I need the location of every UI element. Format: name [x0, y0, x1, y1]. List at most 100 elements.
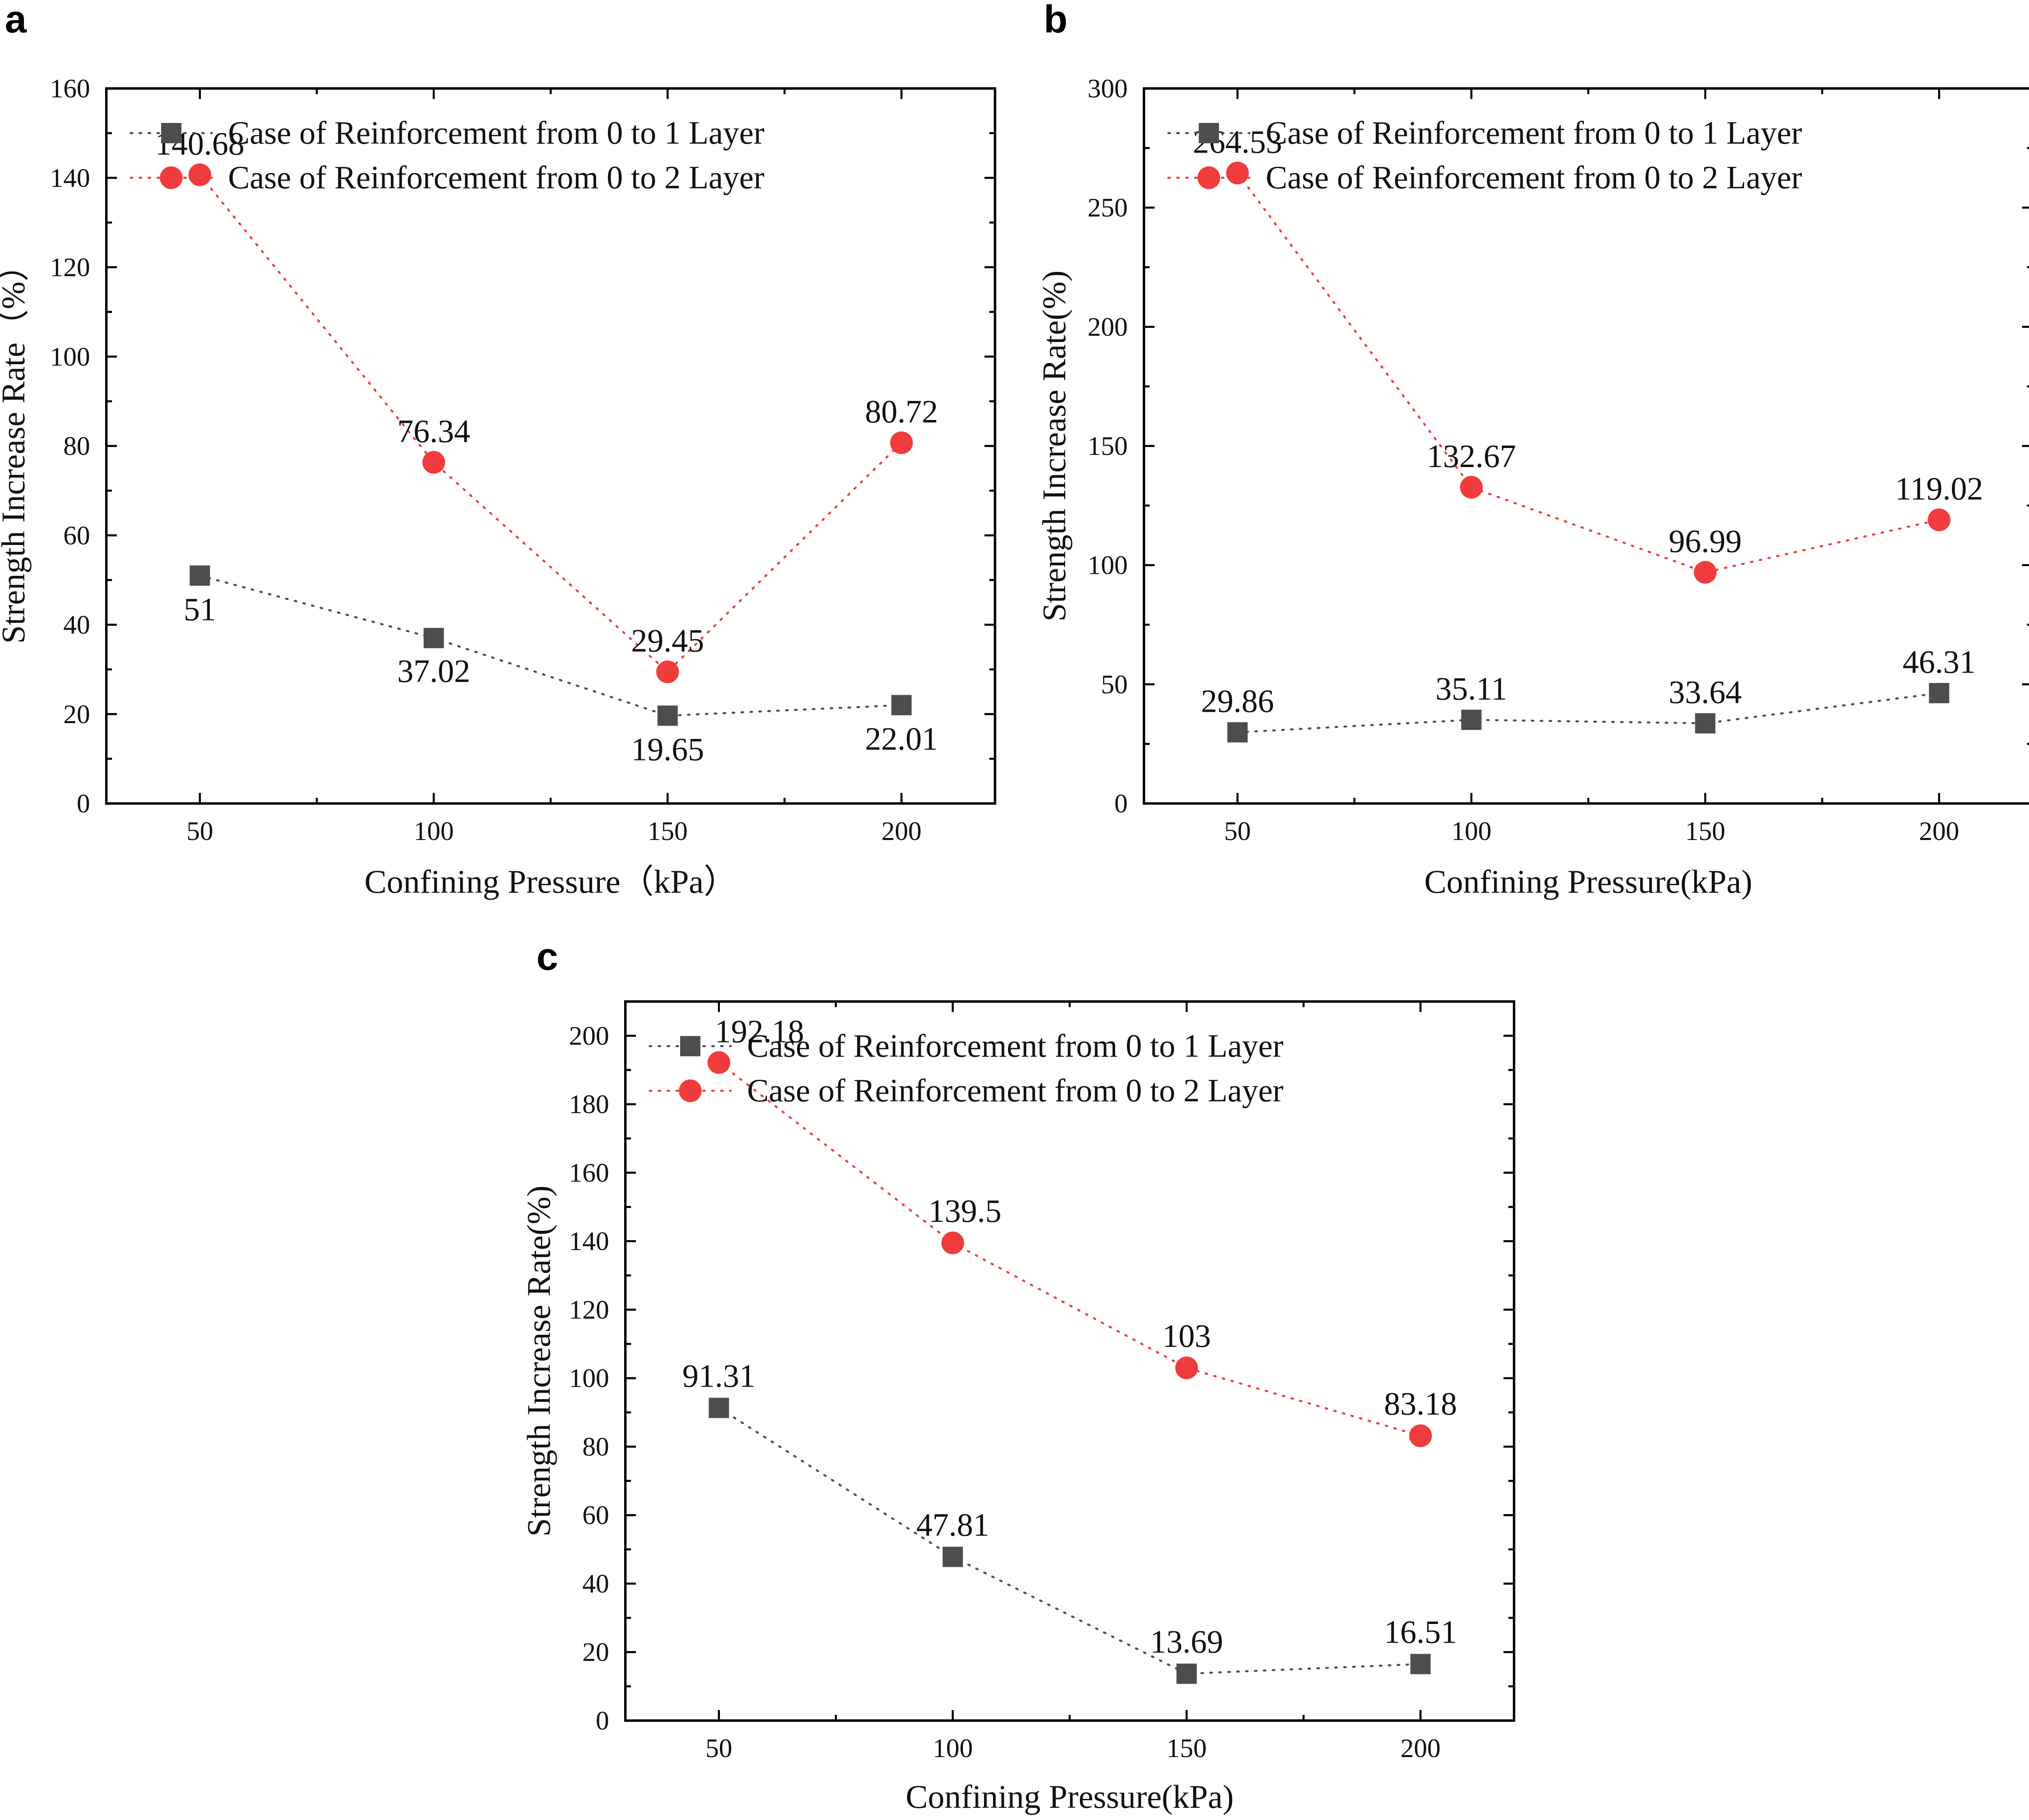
chart-panel-a: a 0 20 40 60 80 100 120 140 160 50 100 150 200 Confini… [0, 0, 996, 900]
data-point-square [1176, 1663, 1197, 1684]
legend-label: Case of Reinforcement from 0 to 2 Layer [747, 1073, 1284, 1109]
y-tick-label: 140 [50, 163, 90, 193]
legend-marker-square [161, 123, 181, 143]
y-tick-label: 180 [569, 1090, 609, 1119]
data-label: 33.64 [1669, 674, 1742, 710]
data-label: 192.18 [715, 1014, 804, 1049]
series-1: 91.31 47.81 13.69 16.51 [683, 1359, 1457, 1684]
y-tick-label: 160 [50, 74, 90, 103]
data-point-square [190, 565, 210, 586]
data-label: 83.18 [1384, 1386, 1457, 1422]
panel-letter: c [536, 935, 558, 978]
y-tick-label: 140 [569, 1227, 609, 1256]
data-label: 16.51 [1384, 1615, 1457, 1650]
chart-panel-b: b 0 50 100 150 200 250 300 50 100 150 200 Confining … [1036, 0, 2029, 900]
panel-letter: a [5, 0, 27, 41]
data-label: 35.11 [1435, 671, 1507, 707]
data-label: 132.67 [1427, 439, 1516, 474]
data-point-circle [1694, 561, 1717, 584]
y-tick-label: 200 [569, 1021, 609, 1051]
legend-label: Case of Reinforcement from 0 to 2 Layer [228, 160, 765, 196]
x-tick-label: 150 [1685, 816, 1725, 846]
x-tick-label: 200 [1400, 1734, 1441, 1763]
x-tick-label: 100 [414, 816, 454, 846]
y-tick-label: 120 [569, 1295, 609, 1325]
data-point-circle [890, 431, 913, 454]
x-tick-label: 150 [1167, 1734, 1207, 1763]
data-label: 80.72 [865, 394, 938, 430]
legend: Case of Reinforcement from 0 to 1 Layer C… [129, 115, 765, 196]
series-line [1236, 172, 1940, 573]
data-label: 29.45 [631, 623, 704, 659]
y-axis-title: Strength Increase Rate(%) [520, 1185, 557, 1536]
legend-marker-circle [160, 166, 183, 189]
legend-label: Case of Reinforcement from 0 to 1 Layer [228, 115, 765, 151]
y-axis-title: Strength Increase Rate（%） [0, 248, 32, 644]
data-label: 13.69 [1150, 1624, 1223, 1660]
x-tick-label: 150 [648, 816, 688, 846]
series-line [1236, 692, 1940, 734]
data-label: 46.31 [1902, 644, 1975, 680]
data-label: 96.99 [1669, 523, 1742, 559]
data-point-circle [1928, 508, 1951, 531]
data-point-square [423, 628, 444, 648]
legend: Case of Reinforcement from 0 to 1 Layer C… [1167, 115, 1802, 196]
data-point-circle [1460, 476, 1483, 499]
y-tick-label: 0 [596, 1706, 609, 1736]
chart-panel-c: c 0 20 40 60 80 100 120 140 160 180 200 50 100 150 200 C… [520, 935, 1515, 1815]
data-point-square [1227, 722, 1248, 743]
data-label: 103 [1162, 1318, 1211, 1354]
legend: Case of Reinforcement from 0 to 1 Layer C… [648, 1028, 1284, 1109]
data-point-circle [1226, 162, 1249, 185]
data-point-circle [188, 163, 211, 186]
legend-marker-circle [679, 1079, 702, 1102]
data-point-square [1695, 713, 1716, 734]
y-tick-label: 100 [569, 1363, 609, 1393]
y-tick-label: 40 [63, 610, 90, 640]
y-tick-label: 40 [582, 1569, 609, 1598]
series-2: 192.18 139.5 103 83.18 [707, 1014, 1457, 1447]
legend-label: Case of Reinforcement from 0 to 1 Layer [747, 1028, 1284, 1064]
x-tick-label: 50 [1224, 816, 1251, 846]
data-label: 22.01 [865, 722, 938, 757]
y-tick-label: 0 [77, 789, 90, 818]
data-label: 51 [184, 592, 216, 627]
series-line [199, 574, 902, 717]
x-axis-title: Confining Pressure(kPa) [906, 1778, 1234, 1815]
data-point-square [657, 705, 678, 726]
data-label: 19.65 [631, 732, 704, 768]
legend-marker-square [680, 1036, 700, 1056]
series-line [199, 174, 902, 674]
y-tick-label: 20 [582, 1637, 609, 1667]
data-point-square [1410, 1654, 1431, 1674]
x-tick-label: 50 [187, 816, 213, 846]
x-tick-label: 100 [1451, 816, 1491, 846]
data-label: 91.31 [683, 1359, 756, 1394]
legend-label: Case of Reinforcement from 0 to 1 Layer [1266, 115, 1802, 151]
y-tick-label: 0 [1114, 789, 1128, 818]
data-point-circle [707, 1051, 730, 1074]
x-axis-title: Confining Pressure（kPa） [364, 863, 737, 900]
y-tick-label: 60 [63, 521, 90, 550]
x-tick-label: 100 [933, 1734, 973, 1763]
y-tick-label: 160 [569, 1158, 609, 1188]
legend-marker-circle [1198, 166, 1220, 189]
y-tick-label: 200 [1088, 312, 1128, 342]
data-point-circle [941, 1231, 964, 1254]
data-label: 76.34 [397, 414, 470, 449]
data-point-square [1929, 683, 1949, 704]
y-tick-label: 80 [582, 1432, 609, 1462]
x-tick-label: 200 [1919, 816, 1959, 846]
data-label: 37.02 [397, 653, 470, 689]
x-tick-label: 50 [706, 1734, 732, 1763]
y-tick-label: 100 [50, 342, 90, 372]
series-1: 29.86 35.11 33.64 46.31 [1201, 644, 1975, 743]
data-point-circle [422, 451, 445, 474]
data-point-square [891, 695, 912, 715]
y-tick-label: 50 [1101, 670, 1128, 699]
x-tick-label: 200 [881, 816, 922, 846]
data-point-square [709, 1398, 729, 1418]
